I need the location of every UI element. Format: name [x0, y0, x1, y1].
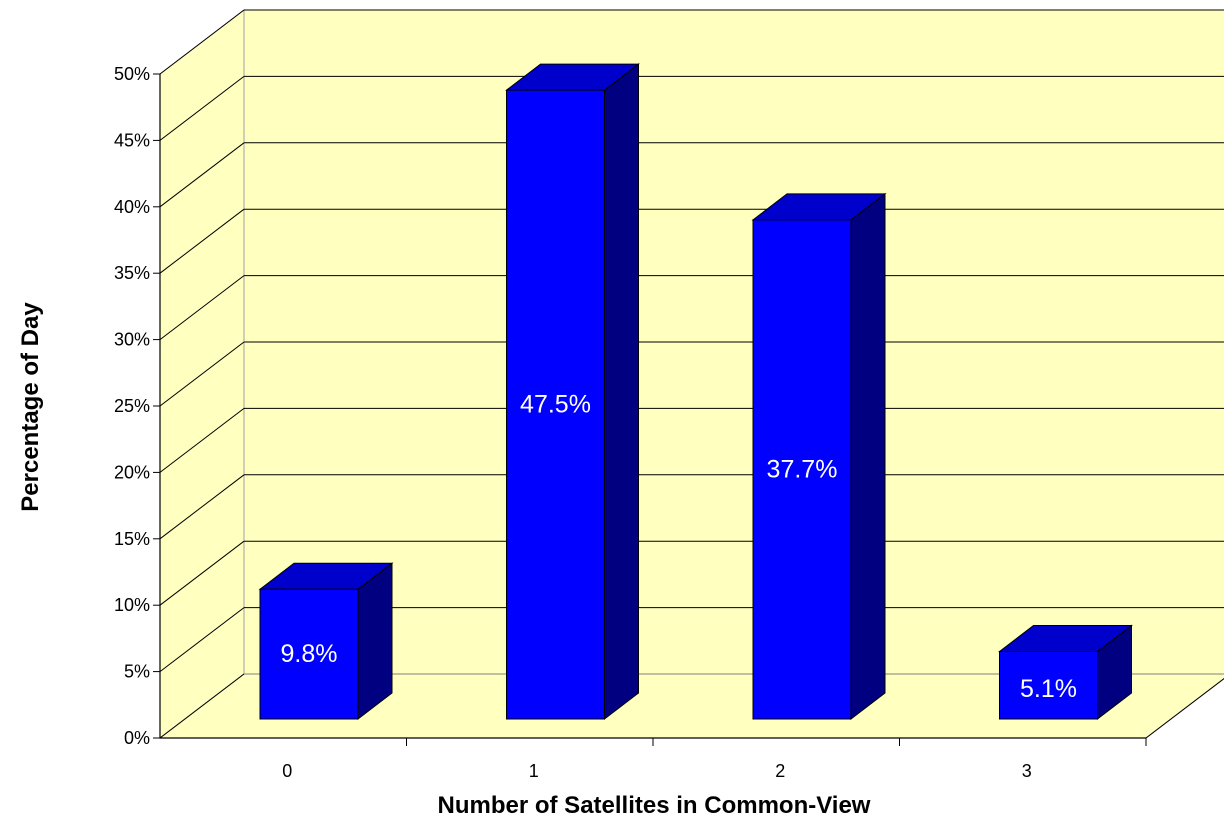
side-gridline	[159, 9, 245, 75]
y-tick-label: 10%	[114, 595, 150, 615]
y-axis-title: Percentage of Day	[17, 302, 44, 512]
y-tick-label: 25%	[114, 396, 150, 416]
y-tick-label: 45%	[114, 130, 150, 150]
y-tick-label: 15%	[114, 529, 150, 549]
data-label: 5.1%	[1020, 675, 1077, 703]
x-tick-label: 2	[775, 761, 785, 781]
bar	[259, 588, 359, 720]
bar-side	[850, 192, 886, 721]
chart-axes	[153, 73, 1224, 746]
data-label: 9.8%	[281, 640, 338, 668]
y-tick-label: 40%	[114, 197, 150, 217]
y-tick-label: 35%	[114, 263, 150, 283]
x-tick-label: 1	[529, 761, 539, 781]
data-label: 37.7%	[767, 455, 838, 483]
side-gridline	[159, 474, 245, 540]
chart-labels: 0% 5% 10% 15% 20% 25% 30% 35% 40% 45% 50% 0 9.8% 1 47.…	[114, 64, 1077, 781]
bar-side	[357, 562, 393, 721]
side-gridline	[159, 607, 245, 672]
side-gridline	[159, 208, 245, 274]
x-tick-label: 3	[1022, 761, 1032, 781]
y-tick-label: 30%	[114, 330, 150, 350]
bar	[999, 650, 1098, 720]
side-gridline	[159, 673, 245, 739]
side-gridline	[159, 341, 245, 407]
side-gridline	[159, 408, 245, 473]
side-gridline	[159, 275, 245, 340]
y-tick-label: 50%	[114, 64, 150, 84]
y-tick-label: 0%	[124, 728, 150, 748]
chart-gridlines	[159, 9, 1224, 739]
bar	[752, 219, 852, 720]
bar	[506, 89, 605, 720]
data-label: 47.5%	[520, 391, 591, 419]
side-gridline	[159, 142, 245, 208]
x-tick-label: 0	[282, 761, 292, 781]
x-axis-title: Number of Satellites in Common-View	[438, 792, 871, 819]
bar-side	[604, 63, 639, 721]
y-tick-label: 5%	[124, 662, 150, 682]
y-tick-label: 20%	[114, 462, 150, 482]
chart-bars	[258, 63, 1133, 721]
floor-edge	[1145, 677, 1224, 739]
side-gridline	[159, 540, 245, 606]
side-gridline	[159, 76, 245, 141]
